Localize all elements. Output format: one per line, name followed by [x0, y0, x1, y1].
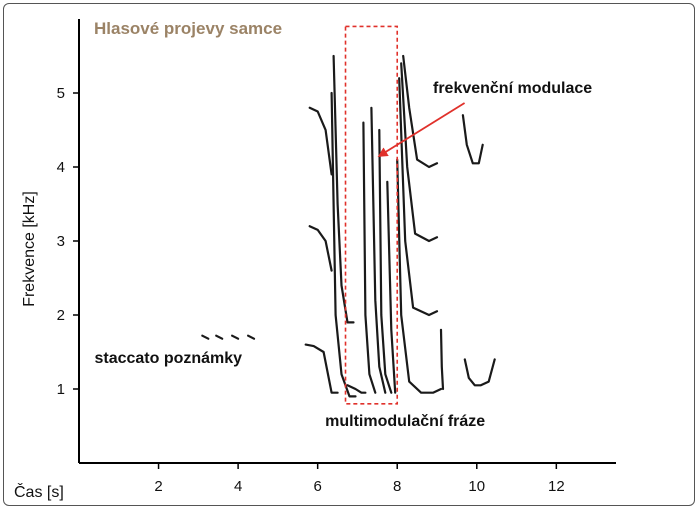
x-tick-label: 12: [548, 478, 565, 495]
spectrogram-trace: [463, 358, 496, 387]
x-tick-label: 8: [393, 478, 401, 495]
x-tick-label: 4: [234, 478, 242, 495]
spectrogram-trace: [378, 128, 393, 394]
spectrogram-trace: [402, 54, 439, 169]
annotation-arrow: [377, 102, 466, 157]
spectrogram-trace: [308, 106, 333, 176]
spectrogram-trace: [330, 91, 357, 398]
y-tick-label: 1: [57, 381, 65, 398]
x-axis-label: Čas [s]: [14, 482, 64, 501]
spectrogram-trace: [370, 106, 387, 394]
spectrogram-trace: [400, 62, 439, 243]
x-tick-label: 10: [468, 478, 485, 495]
spectrogram-trace: [386, 180, 397, 394]
spectrogram-trace: [304, 343, 339, 394]
annotation-multimod: multimodulační fráze: [325, 413, 485, 430]
spectrogram-trace: [201, 334, 210, 340]
spectrogram-trace: [398, 77, 439, 317]
spectrogram-traces: [201, 54, 496, 398]
y-tick-label: 3: [57, 233, 65, 250]
figure-frame: Hlasové projevy samce 2 4 6 8 10 12 1 2 3 4 5 stac…: [3, 3, 695, 506]
spectrogram-trace: [332, 54, 355, 324]
chart-title: Hlasové projevy samce: [94, 19, 282, 38]
annotation-staccato: staccato poznámky: [94, 350, 242, 367]
spectrogram-trace: [247, 334, 256, 340]
spectrogram-trace: [231, 334, 240, 340]
y-tick-label: 5: [57, 85, 65, 102]
x-tick-label: 6: [313, 478, 321, 495]
annotation-freqmod: frekvenční modulace: [433, 80, 592, 97]
spectrogram-trace: [461, 114, 484, 165]
spectrogram-trace: [346, 384, 367, 394]
y-tick-label: 2: [57, 307, 65, 324]
spectrogram-trace: [396, 158, 443, 394]
x-tick-label: 2: [154, 478, 162, 495]
spectrogram-trace: [362, 121, 377, 394]
y-tick-label: 4: [57, 159, 65, 176]
spectrogram-trace: [215, 334, 224, 340]
y-axis-label: Frekvence [kHz]: [21, 191, 38, 307]
highlight-box: [344, 25, 399, 405]
spectrogram-trace: [439, 328, 445, 391]
annotations: staccato poznámky multimodulační fráze fre…: [94, 25, 592, 430]
spectrogram-trace: [308, 225, 333, 272]
